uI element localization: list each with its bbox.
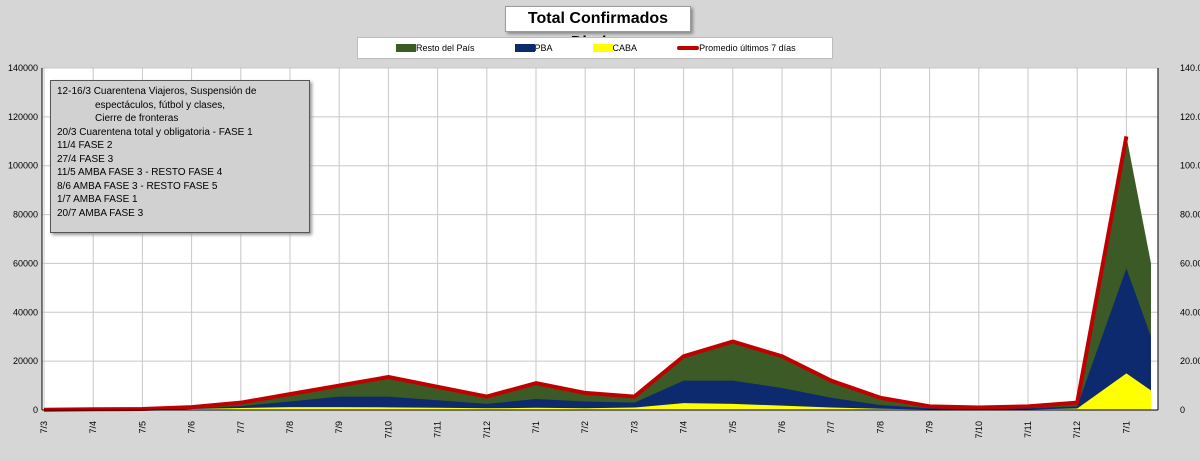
chart-title: Total Confirmados Diarios xyxy=(505,6,691,51)
x-tick-label: 7/12 xyxy=(482,421,492,439)
x-tick-label: 7/11 xyxy=(1023,421,1033,438)
annotation-line: 8/6 AMBA FASE 3 - RESTO FASE 5 xyxy=(57,180,218,192)
legend-label-promedio: Promedio últimos 7 días xyxy=(699,43,796,53)
x-tick-label: 7/11 xyxy=(433,421,443,438)
x-tick-label: 7/5 xyxy=(728,421,738,434)
x-tick-label: 7/9 xyxy=(925,421,935,434)
x-tick-label: 7/7 xyxy=(826,421,836,434)
x-tick-label: 7/4 xyxy=(88,421,98,434)
legend-swatch-promedio xyxy=(677,46,700,50)
x-tick-label: 7/5 xyxy=(137,421,147,434)
y-tick-label-left: 0 xyxy=(33,405,38,415)
legend-label-resto: Resto del País xyxy=(416,43,475,53)
legend-label-pba: PBA xyxy=(534,43,553,53)
x-tick-label: 7/1 xyxy=(531,421,541,434)
y-tick-label-left: 100000 xyxy=(8,161,38,171)
annotation-line: espectáculos, fútbol y clases, xyxy=(95,99,226,111)
annotation-line: 11/4 FASE 2 xyxy=(57,140,113,151)
legend-item-caba: CABA xyxy=(592,43,638,53)
annotation-line: 1/7 AMBA FASE 1 xyxy=(57,194,138,205)
y-tick-label-right: 100.000 xyxy=(1180,161,1200,171)
x-tick-label: 7/3 xyxy=(39,421,49,434)
x-tick-label: 7/3 xyxy=(629,421,639,434)
line-promedio-7-dias xyxy=(43,136,1129,412)
y-tick-label-left: 60000 xyxy=(13,258,38,268)
x-tick-label: 7/8 xyxy=(285,421,295,434)
data-areas xyxy=(43,136,1151,412)
x-tick-label: 7/12 xyxy=(1072,421,1082,439)
x-tick-label: 7/6 xyxy=(777,421,787,434)
y-tick-label-right: 120.000 xyxy=(1180,112,1200,122)
legend: Resto del País PBA CABA Promedio últimos… xyxy=(357,37,833,59)
y-tick-label-right: 80.000 xyxy=(1180,210,1200,220)
y-tick-label-left: 20000 xyxy=(13,356,38,366)
annotation-line: Cierre de fronteras xyxy=(95,113,179,124)
annotation-line: 20/3 Cuarentena total y obligatoria - FA… xyxy=(57,126,253,138)
y-tick-label-left: 140000 xyxy=(8,63,38,73)
x-tick-label: 7/1 xyxy=(1121,421,1131,434)
annotation-line: 12-16/3 Cuarentena Viajeros, Suspensión … xyxy=(57,86,257,97)
x-tick-label: 7/6 xyxy=(187,421,197,434)
y-tick-label-left: 120000 xyxy=(8,112,38,122)
tick-labels: 0 0 20000 20.000 40000 40.000 60000 60.000 80000… xyxy=(8,63,1200,439)
legend-swatch-pba xyxy=(514,44,535,52)
y-tick-label-right: 40.000 xyxy=(1180,307,1200,317)
x-tick-label: 7/2 xyxy=(580,421,590,434)
legend-swatch-caba xyxy=(592,44,613,52)
x-tick-label: 7/10 xyxy=(974,421,984,439)
y-tick-label-left: 40000 xyxy=(13,307,38,317)
y-tick-label-right: 140.000 xyxy=(1180,63,1200,73)
x-tick-label: 7/7 xyxy=(236,421,246,434)
legend-swatch-resto xyxy=(396,44,416,52)
annotation-box: 12-16/3 Cuarentena Viajeros, Suspensión … xyxy=(50,80,310,233)
annotation-line: 11/5 AMBA FASE 3 - RESTO FASE 4 xyxy=(57,167,223,178)
legend-item-promedio: Promedio últimos 7 días xyxy=(677,43,796,53)
x-tick-label: 7/4 xyxy=(679,421,689,434)
legend-label-caba: CABA xyxy=(612,43,638,53)
x-tick-label: 7/9 xyxy=(334,421,344,434)
annotation-line: 27/4 FASE 3 xyxy=(57,153,114,165)
x-tick-label: 7/8 xyxy=(875,421,885,434)
annotation-line: 20/7 AMBA FASE 3 xyxy=(57,207,144,219)
y-tick-label-right: 0 xyxy=(1180,405,1185,415)
axes xyxy=(41,68,1159,411)
y-tick-label-right: 20.000 xyxy=(1180,356,1200,366)
y-tick-label-right: 60.000 xyxy=(1180,258,1200,268)
legend-item-pba: PBA xyxy=(514,43,553,53)
x-tick-label: 7/10 xyxy=(383,421,393,439)
legend-item-resto: Resto del País xyxy=(396,43,475,53)
y-tick-label-left: 80000 xyxy=(13,210,38,220)
